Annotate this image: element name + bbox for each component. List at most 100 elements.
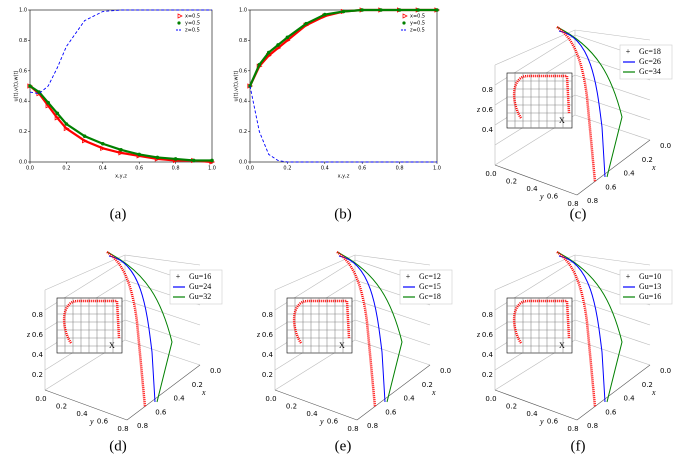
marker: [63, 125, 70, 132]
series-line: [249, 8, 437, 87]
x-tick-label: 0.6: [358, 166, 366, 172]
inset-curve: [513, 74, 571, 119]
legend-label: Gu=24: [189, 282, 211, 291]
x-tick-label: 0.4: [321, 166, 329, 172]
y-tick-label: 0.4: [306, 410, 318, 418]
plot-frame: [249, 9, 438, 163]
undefined: [354, 254, 431, 266]
undefined: [124, 254, 201, 266]
axis: [44, 389, 128, 421]
z-tick-label: 0.8: [32, 311, 43, 319]
y-tick-label: 0.8: [239, 38, 247, 44]
legend-swatch: +: [626, 272, 631, 281]
z-tick-label: 0.2: [482, 371, 493, 379]
z-tick-label: 0.8: [262, 311, 273, 319]
y-tick-label: 0.8: [567, 200, 578, 208]
x-tick-label: 0.2: [642, 156, 653, 164]
legend-swatch: +: [406, 272, 411, 281]
marker: [397, 8, 402, 12]
legend-label: Gc=18: [639, 47, 661, 56]
legend-box: [169, 269, 223, 305]
marker: [82, 134, 87, 138]
x-tick-label: 0.2: [422, 381, 433, 389]
inset-label: X: [559, 116, 565, 125]
legend-label: y=0.5: [185, 21, 200, 27]
y-tick-label: 0.0: [485, 395, 496, 403]
legend-swatch: [177, 13, 183, 19]
marker: [100, 145, 106, 151]
legend-label: x=0.5: [410, 14, 425, 20]
undefined: [354, 339, 431, 366]
marker: [173, 157, 178, 161]
y-axis-label: u(t),v(t),w(t): [14, 70, 20, 101]
z-tick-label: 0.6: [482, 106, 494, 114]
x-tick-label: 0.4: [624, 395, 636, 403]
axis: [274, 389, 358, 421]
caption: (c): [570, 206, 587, 222]
inset: [506, 297, 573, 354]
legend-swatch: +: [626, 47, 631, 56]
marker: [416, 8, 421, 12]
y-tick-label: 0.2: [286, 403, 297, 411]
marker: [55, 111, 60, 116]
axis: [576, 139, 651, 196]
marker: [276, 43, 280, 47]
caption: (f): [571, 438, 586, 454]
axis: [494, 389, 578, 421]
undefined: [124, 339, 201, 366]
y-tick-label: 0.4: [76, 410, 88, 418]
x-tick-label: 0.4: [99, 166, 107, 172]
z-tick-label: 0.2: [262, 371, 273, 379]
legend-label: Gc=12: [419, 272, 441, 281]
x-tick-label: 0.2: [283, 166, 291, 172]
y-tick-label: 0.2: [56, 403, 67, 411]
marker: [304, 21, 308, 26]
y-tick-label: 0.6: [547, 193, 559, 201]
y-axis-label: y: [319, 417, 324, 426]
y-tick-label: 0.6: [19, 68, 27, 74]
legend-label: Gc=15: [419, 282, 441, 291]
curve: [106, 251, 173, 403]
y-tick-label: 0.4: [239, 99, 247, 105]
legend-label: Gc=18: [419, 292, 441, 301]
y-tick-label: 0.8: [347, 425, 358, 433]
legend-label: Gu=32: [189, 292, 211, 301]
marker: [28, 84, 32, 88]
z-tick-label: 0.4: [32, 351, 44, 359]
x-tick-label: 0.0: [660, 367, 671, 375]
x-tick-label: 0.0: [210, 367, 221, 375]
marker: [192, 158, 196, 163]
y-axis-label: y: [89, 417, 94, 426]
legend-label: Gu=10: [639, 272, 661, 281]
marker: [101, 141, 105, 146]
marker: [285, 35, 290, 40]
inset-curve: [293, 299, 351, 344]
x-tick-label: 0.8: [587, 197, 598, 205]
x-tick-label: 0.2: [62, 166, 70, 172]
x-axis-label: x: [651, 163, 656, 172]
inset-label: X: [109, 341, 115, 350]
inset: [506, 72, 573, 129]
legend-swatch: +: [176, 272, 181, 281]
legend-label: y=0.5: [410, 21, 425, 27]
x-tick-label: 0.0: [246, 166, 254, 172]
x-tick-label: 0.0: [660, 142, 671, 150]
y-tick-label: 0.2: [19, 129, 27, 135]
y-tick-label: 0.6: [327, 418, 339, 426]
legend-label: z=0.5: [185, 28, 200, 34]
legend-label: x=0.5: [185, 14, 200, 20]
x-tick-label: 0.4: [404, 395, 416, 403]
x-axis-label: x,y,z: [338, 174, 350, 180]
x-axis-label: x: [431, 388, 436, 397]
x-tick-label: 0.2: [192, 381, 203, 389]
caption: (a): [110, 206, 127, 222]
marker: [46, 100, 50, 105]
y-tick-label: 0.6: [547, 418, 559, 426]
y-axis-label: y: [539, 417, 544, 426]
axis: [126, 364, 201, 421]
x-tick-label: 0.0: [26, 166, 34, 172]
legend-swatch: [177, 21, 181, 25]
axis: [494, 164, 578, 196]
x-tick-label: 0.8: [172, 166, 180, 172]
undefined: [574, 114, 651, 141]
